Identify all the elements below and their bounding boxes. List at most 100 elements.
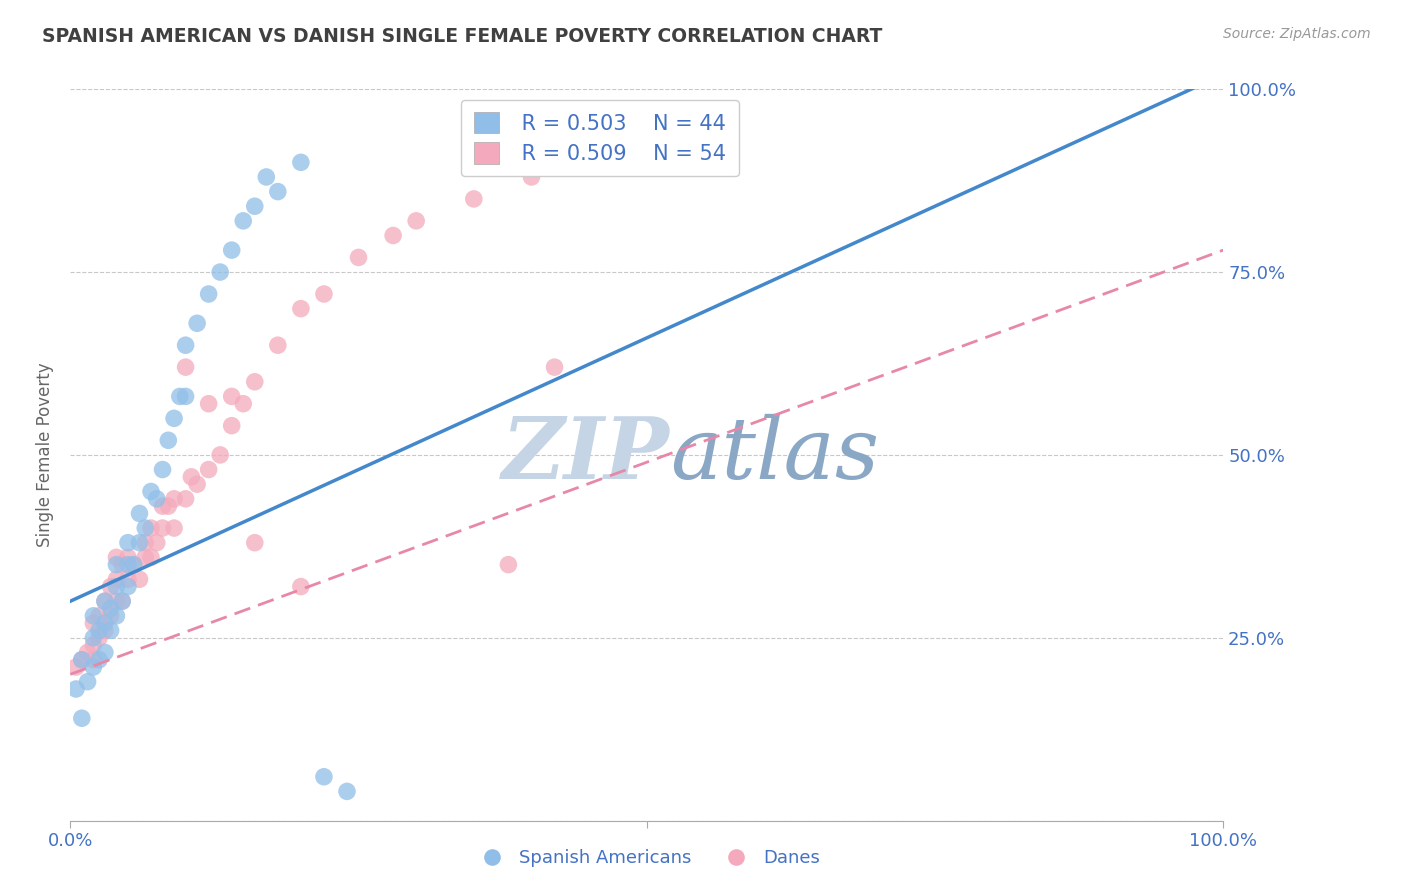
Point <box>122 558 145 572</box>
Point <box>312 770 335 784</box>
Point <box>87 624 111 638</box>
Point <box>463 192 485 206</box>
Point <box>152 462 174 476</box>
Point <box>82 616 104 631</box>
Point <box>134 535 156 549</box>
Point <box>139 521 162 535</box>
Point <box>111 594 134 608</box>
Point <box>87 608 111 623</box>
Point <box>243 199 266 213</box>
Point <box>336 784 359 798</box>
Point <box>70 653 93 667</box>
Point <box>105 580 128 594</box>
Point <box>543 360 565 375</box>
Point <box>111 558 134 572</box>
Point <box>117 558 139 572</box>
Point <box>134 550 156 565</box>
Point <box>232 214 254 228</box>
Text: Source: ZipAtlas.com: Source: ZipAtlas.com <box>1223 27 1371 41</box>
Point <box>197 397 219 411</box>
Point <box>174 338 197 352</box>
Point <box>94 645 117 659</box>
Point <box>267 185 290 199</box>
Point <box>139 484 162 499</box>
Point <box>157 434 180 448</box>
Point <box>128 507 150 521</box>
Point <box>105 608 128 623</box>
Point <box>146 535 169 549</box>
Point <box>65 681 87 696</box>
Point <box>290 155 312 169</box>
Point <box>174 389 197 403</box>
Point <box>152 521 174 535</box>
Point <box>174 491 197 506</box>
Point <box>94 624 117 638</box>
Point <box>163 411 186 425</box>
Point <box>197 462 219 476</box>
Point <box>87 653 111 667</box>
Point <box>180 470 202 484</box>
Point <box>243 375 266 389</box>
Point <box>76 645 98 659</box>
Point <box>197 287 219 301</box>
Point <box>157 499 180 513</box>
Point <box>520 169 543 184</box>
Point <box>70 653 93 667</box>
Point <box>128 535 150 549</box>
Point <box>94 594 117 608</box>
Text: atlas: atlas <box>669 414 879 496</box>
Y-axis label: Single Female Poverty: Single Female Poverty <box>37 363 55 547</box>
Point <box>186 316 208 330</box>
Point <box>186 477 208 491</box>
Point <box>347 251 370 265</box>
Point <box>128 572 150 586</box>
Point <box>139 550 162 565</box>
Point <box>209 448 232 462</box>
Point <box>117 580 139 594</box>
Point <box>105 594 128 608</box>
Point <box>100 580 122 594</box>
Point <box>82 653 104 667</box>
Legend: Spanish Americans, Danes: Spanish Americans, Danes <box>467 842 827 874</box>
Point <box>100 608 122 623</box>
Text: SPANISH AMERICAN VS DANISH SINGLE FEMALE POVERTY CORRELATION CHART: SPANISH AMERICAN VS DANISH SINGLE FEMALE… <box>42 27 883 45</box>
Point <box>82 638 104 652</box>
Point <box>117 572 139 586</box>
Point <box>105 572 128 586</box>
Point <box>382 228 405 243</box>
Point <box>94 594 117 608</box>
Point <box>94 616 117 631</box>
Point <box>267 338 290 352</box>
Point <box>163 521 186 535</box>
Point <box>163 491 186 506</box>
Point <box>232 397 254 411</box>
Point <box>498 558 520 572</box>
Point <box>82 608 104 623</box>
Point <box>111 594 134 608</box>
Point <box>312 287 335 301</box>
Point <box>117 535 139 549</box>
Point <box>290 580 312 594</box>
Point <box>254 169 277 184</box>
Point <box>243 535 266 549</box>
Point <box>174 360 197 375</box>
Point <box>290 301 312 316</box>
Point <box>209 265 232 279</box>
Point <box>82 660 104 674</box>
Legend:  R = 0.503    N = 44,  R = 0.509    N = 54: R = 0.503 N = 44, R = 0.509 N = 54 <box>461 100 738 177</box>
Point <box>134 521 156 535</box>
Text: ZIP: ZIP <box>502 413 669 497</box>
Point <box>169 389 191 403</box>
Point <box>146 491 169 506</box>
Point <box>105 550 128 565</box>
Point <box>221 243 243 257</box>
Point <box>105 558 128 572</box>
Point <box>405 214 427 228</box>
Point <box>87 631 111 645</box>
Point <box>65 660 87 674</box>
Point <box>221 389 243 403</box>
Point <box>70 711 93 725</box>
Point <box>76 674 98 689</box>
Point <box>122 558 145 572</box>
Point <box>100 601 122 615</box>
